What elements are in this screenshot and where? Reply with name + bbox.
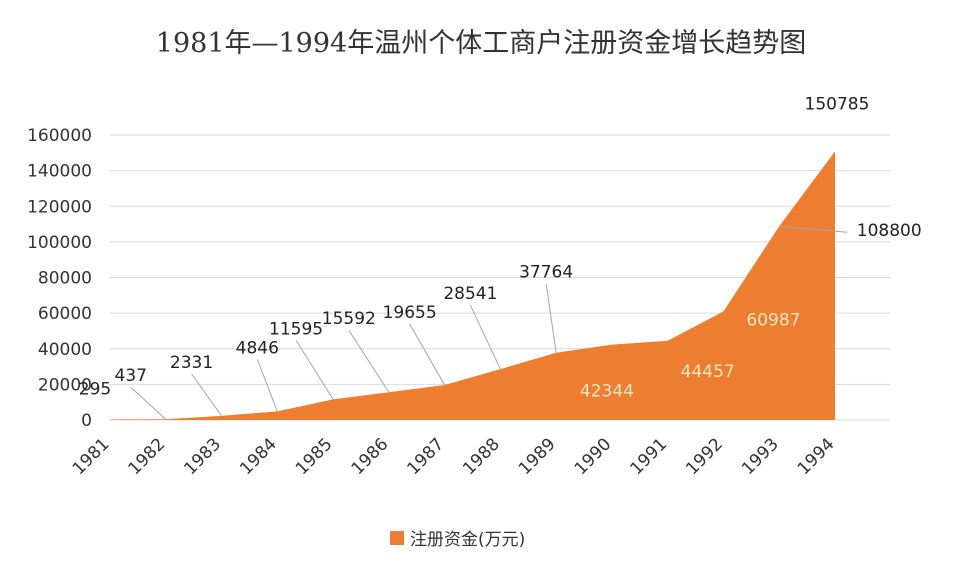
x-tick-label: 1987 (403, 434, 448, 479)
chart-title: 1981年—1994年温州个体工商户注册资金增长趋势图 (156, 28, 806, 59)
leader-line (779, 225, 848, 233)
y-axis: 0 20000 40000 60000 80000 100000 120000 140000 1… (27, 126, 92, 431)
x-tick-label: 1992 (682, 434, 727, 479)
data-label: 2331 (170, 353, 213, 373)
data-label: 44457 (681, 362, 735, 382)
y-tick-label: 140000 (27, 162, 92, 182)
x-tick-label: 1989 (515, 434, 560, 479)
data-label: 15592 (322, 309, 376, 329)
y-tick-label: 60000 (38, 304, 92, 324)
leader-line (348, 329, 390, 393)
data-label: 437 (115, 366, 147, 386)
leader-line (256, 359, 278, 412)
leader-line (409, 323, 446, 386)
data-label: 42344 (580, 382, 634, 402)
gridlines (110, 134, 890, 421)
leader-line (130, 386, 167, 420)
legend: 注册资金(万元) (390, 530, 525, 550)
data-label: 295 (79, 379, 111, 399)
y-tick-label: 120000 (27, 197, 92, 217)
x-tick-label: 1991 (626, 434, 671, 479)
x-tick-label: 1993 (738, 434, 783, 479)
x-tick-label: 1983 (180, 434, 225, 479)
series-area (110, 151, 835, 420)
data-label: 4846 (236, 338, 279, 358)
leader-line (295, 340, 334, 400)
data-label: 60987 (746, 310, 800, 330)
y-tick-label: 0 (81, 411, 92, 431)
y-tick-label: 20000 (38, 375, 92, 395)
x-axis: 1981 1982 1983 1984 1985 1986 1987 1988 1989 1990… (69, 434, 839, 479)
y-tick-label: 40000 (38, 340, 92, 360)
data-label: 28541 (443, 284, 497, 304)
legend-label: 注册资金(万元) (410, 530, 525, 550)
x-tick-label: 1982 (125, 434, 170, 479)
data-label: 150785 (805, 94, 870, 114)
label-leader-lines (130, 225, 848, 420)
y-tick-label: 80000 (38, 269, 92, 289)
x-tick-label: 1994 (794, 434, 839, 479)
data-label: 37764 (519, 263, 573, 283)
leader-line (469, 304, 501, 370)
leader-line (191, 373, 222, 417)
leader-line (545, 283, 557, 353)
x-tick-label: 1990 (571, 434, 616, 479)
data-label: 108800 (857, 221, 922, 241)
data-label: 11595 (269, 319, 323, 339)
y-tick-label: 160000 (27, 126, 92, 146)
x-tick-label: 1981 (69, 434, 114, 479)
y-tick-label: 100000 (27, 233, 92, 253)
x-tick-label: 1988 (459, 434, 504, 479)
x-tick-label: 1984 (236, 434, 281, 479)
x-tick-label: 1985 (292, 434, 337, 479)
x-tick-label: 1986 (348, 434, 393, 479)
legend-swatch (390, 531, 404, 545)
data-label: 19655 (383, 303, 437, 323)
